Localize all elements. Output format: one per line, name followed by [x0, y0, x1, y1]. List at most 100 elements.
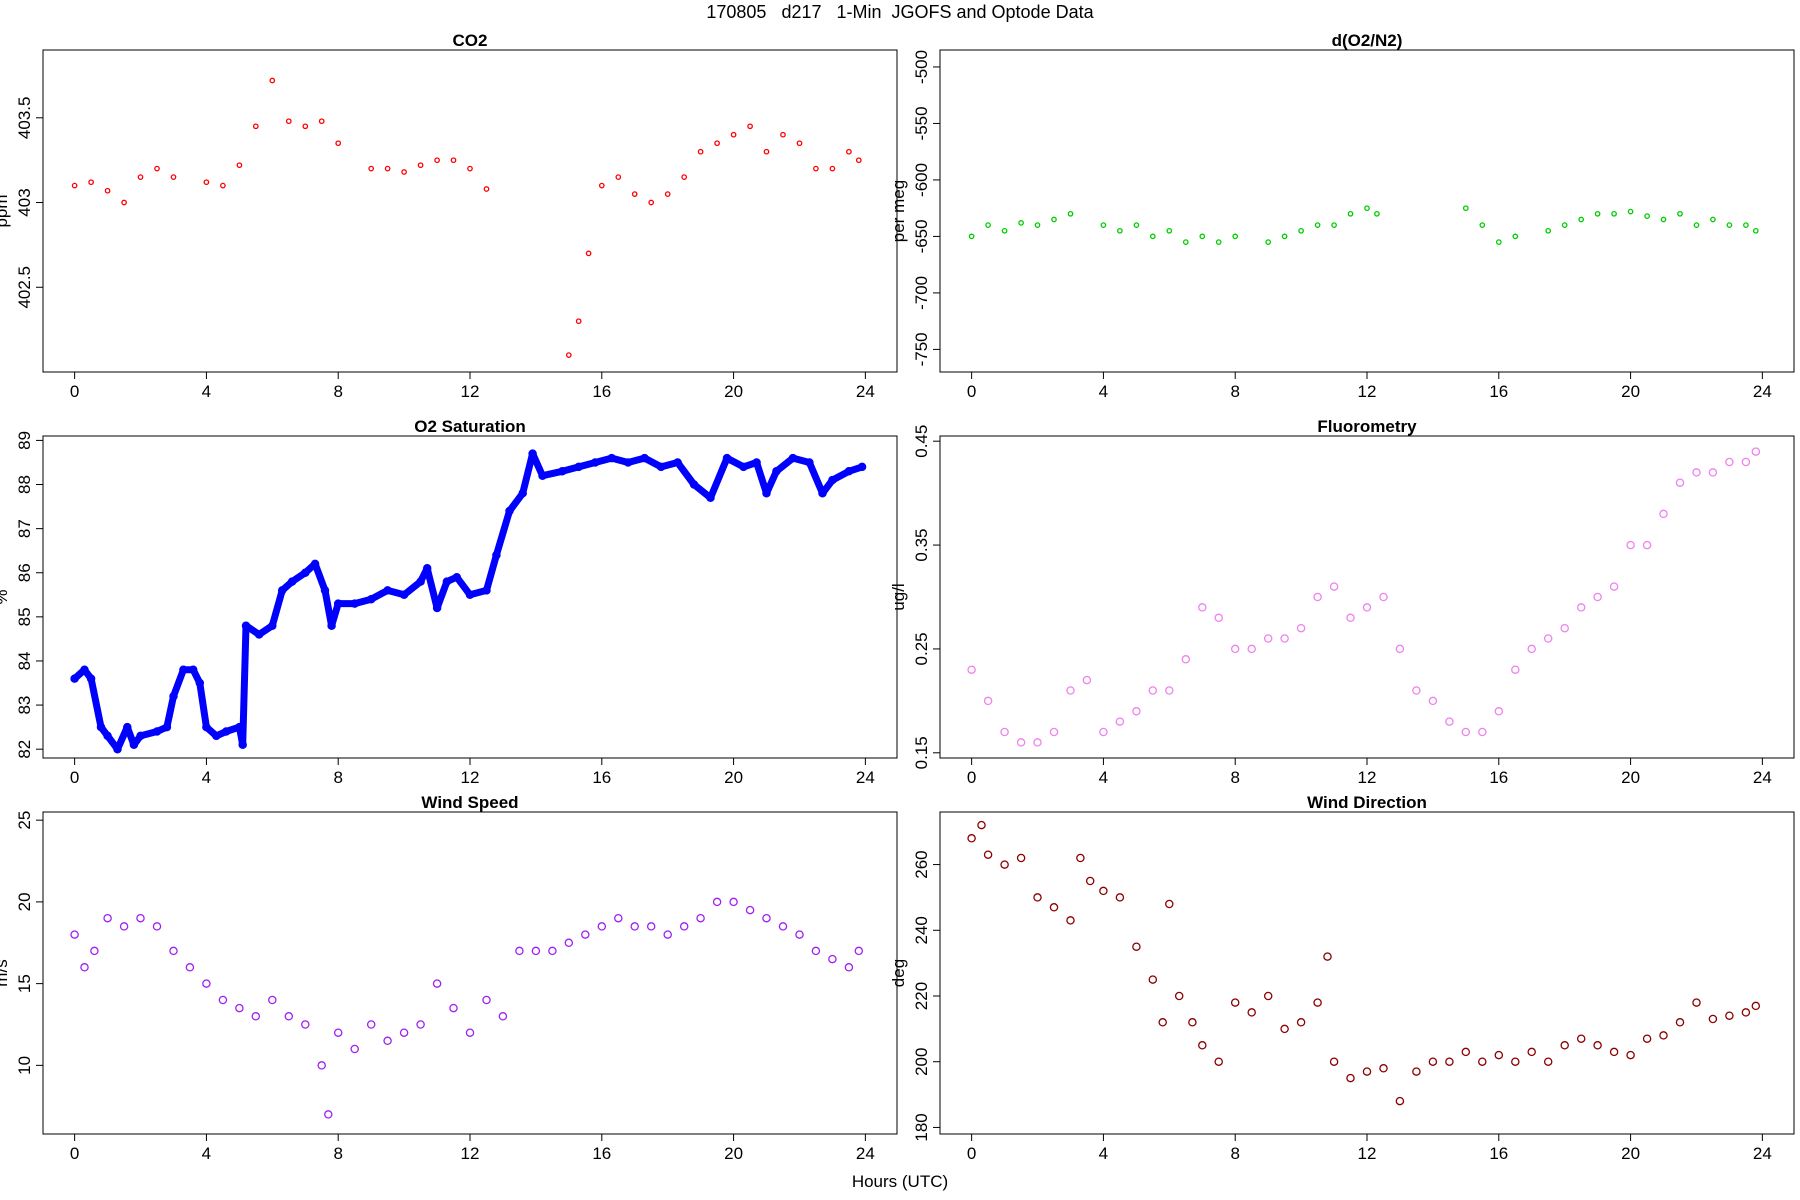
data-point [1281, 233, 1288, 240]
y-tick-label: 89 [15, 431, 34, 450]
data-point [1182, 239, 1189, 245]
data-point [1149, 233, 1156, 240]
y-tick-label: 260 [912, 850, 931, 878]
data-point [1609, 1047, 1619, 1057]
data-point [1100, 222, 1107, 228]
data-point [712, 897, 722, 907]
data-point [1133, 222, 1140, 228]
data-point [202, 722, 211, 732]
data-point [368, 165, 375, 172]
x-tick-label: 20 [724, 382, 743, 401]
x-tick-label: 24 [856, 382, 875, 401]
data-point [983, 850, 993, 859]
y-tick-label: -750 [912, 332, 931, 366]
data-point [1543, 1057, 1553, 1066]
data-point [152, 727, 162, 736]
data-point [170, 174, 177, 180]
data-point [1198, 603, 1207, 612]
data-point [1362, 603, 1372, 612]
x-tick-label: 0 [967, 1144, 976, 1163]
data-point [614, 913, 623, 923]
data-point [442, 577, 452, 586]
data-point [1313, 998, 1322, 1007]
data-point [818, 489, 827, 498]
data-point [697, 148, 704, 155]
data-point [780, 131, 786, 138]
x-tick-label: 16 [592, 768, 611, 787]
data-point [1099, 886, 1108, 896]
data-point [1331, 222, 1337, 228]
data-point [1232, 233, 1239, 240]
data-point [1132, 707, 1141, 716]
data-point [203, 179, 210, 186]
data-point [121, 199, 127, 206]
data-point [844, 467, 854, 476]
data-point [829, 165, 836, 172]
data-point [1708, 1014, 1718, 1024]
data-point [854, 946, 864, 956]
data-point [333, 599, 343, 608]
data-point [630, 922, 639, 931]
y-tick-label: 402.5 [15, 266, 34, 309]
chart-panel-0: CO2 ppm 0 4 8 12 16 20 24 402.5 403 403.5 [0, 31, 898, 401]
data-point [689, 480, 699, 489]
data-point [1181, 655, 1191, 664]
x-tick-label: 0 [70, 382, 79, 401]
data-point [152, 922, 162, 931]
data-point [1379, 592, 1388, 602]
x-tick-label: 8 [333, 382, 342, 401]
y-tick-label: 403.5 [15, 97, 34, 140]
data-point [416, 1020, 425, 1029]
data-point [450, 157, 457, 164]
data-point [1066, 916, 1075, 925]
y-axis-label: ppm [0, 194, 11, 227]
data-point [1560, 623, 1569, 633]
data-point [1082, 675, 1092, 685]
data-point [1479, 222, 1486, 228]
data-point [696, 913, 705, 923]
data-point [1593, 1041, 1602, 1050]
data-point [1412, 1067, 1421, 1076]
chart-title: d(O2/N2) [1332, 31, 1403, 50]
x-tick-label: 0 [70, 1144, 79, 1163]
y-axis-label: deg [889, 959, 908, 987]
data-point [681, 174, 688, 180]
y-tick-label: 180 [912, 1113, 931, 1141]
y-tick-label: -650 [912, 219, 931, 253]
series-line [71, 450, 866, 753]
x-tick-label: 4 [202, 382, 211, 401]
data-point [1000, 727, 1009, 737]
x-tick-label: 16 [1489, 1144, 1508, 1163]
data-point [574, 462, 583, 472]
data-point [301, 1020, 310, 1029]
data-point [1346, 613, 1355, 623]
plot-frame [939, 811, 1795, 1135]
data-point [1132, 942, 1141, 951]
data-point [762, 489, 771, 498]
data-point [1166, 227, 1173, 234]
data-point [722, 453, 732, 463]
data-point [1296, 623, 1306, 633]
data-point [1677, 210, 1683, 217]
x-tick-label: 24 [856, 768, 875, 787]
y-axis-label: m/s [0, 959, 11, 986]
data-point [598, 182, 605, 189]
data-point [103, 913, 112, 923]
x-tick-label: 20 [724, 768, 743, 787]
data-point [1395, 644, 1405, 654]
x-tick-label: 4 [202, 768, 211, 787]
data-point [518, 489, 527, 498]
y-tick-label: 83 [15, 696, 34, 715]
data-point [656, 462, 666, 472]
data-point [1594, 210, 1601, 217]
data-point [673, 458, 682, 467]
data-point [558, 467, 567, 476]
y-tick-label: 0.15 [912, 736, 931, 769]
data-point [432, 603, 442, 613]
data-point [1511, 665, 1520, 674]
data-point [1374, 210, 1380, 217]
data-point [1527, 644, 1536, 654]
data-point [968, 233, 975, 240]
data-point [788, 453, 798, 463]
data-point [762, 913, 771, 923]
